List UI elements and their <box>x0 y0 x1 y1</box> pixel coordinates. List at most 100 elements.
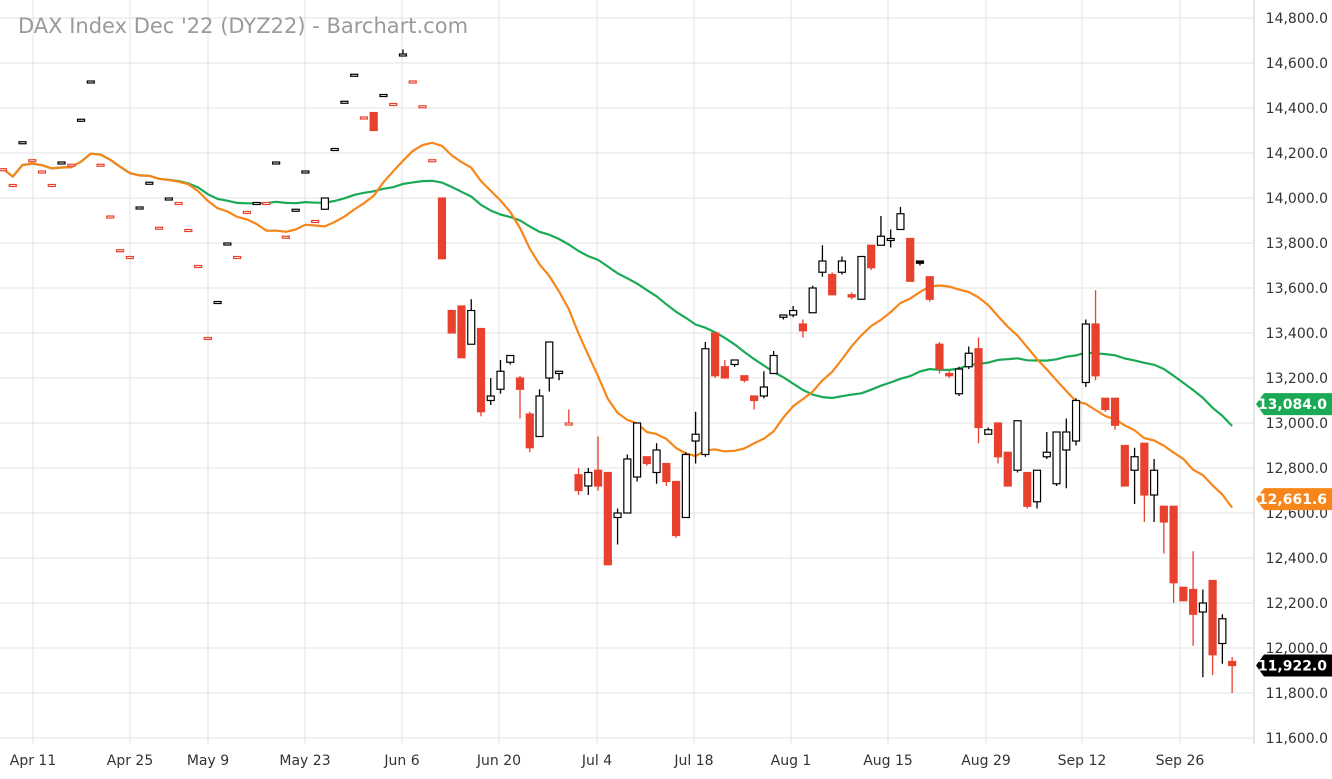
candle <box>1189 551 1198 646</box>
candle-body <box>18 141 27 145</box>
candle <box>964 346 973 369</box>
candle-body <box>808 287 817 314</box>
candle <box>847 292 856 300</box>
candle-body <box>935 343 944 370</box>
x-tick-label: Aug 29 <box>961 753 1011 769</box>
candle-body <box>984 429 993 435</box>
candle <box>915 260 925 266</box>
candle <box>281 235 290 239</box>
y-tick-label: 12,200.0 <box>1266 596 1328 612</box>
candle-body <box>701 348 710 456</box>
last-value-tag: 12,661.6 <box>1256 488 1332 511</box>
candle-body <box>1169 505 1178 584</box>
candle-body <box>86 80 95 84</box>
candle-body <box>574 474 583 492</box>
y-tick-label: 13,800.0 <box>1266 236 1328 252</box>
candle <box>291 208 300 212</box>
candle-body <box>584 471 593 487</box>
candle <box>593 436 603 491</box>
candle <box>525 411 534 453</box>
y-tick-label: 14,200.0 <box>1266 146 1328 162</box>
last-value-tag-bg <box>1256 393 1332 416</box>
candle-body <box>1071 399 1081 442</box>
last-value-tag: 13,084.0 <box>1256 393 1332 416</box>
candle-body <box>545 341 554 379</box>
candle <box>57 161 66 165</box>
candle-body <box>798 323 808 332</box>
candle <box>896 207 905 231</box>
candle-body <box>223 242 232 246</box>
candle <box>545 341 554 392</box>
x-tick-label: Apr 11 <box>10 753 56 769</box>
candle <box>769 351 778 375</box>
candle-body <box>184 228 193 233</box>
candle <box>164 197 173 201</box>
candle-body <box>115 249 125 253</box>
candle <box>837 256 847 275</box>
candle-body <box>789 309 798 316</box>
candle-body <box>28 159 37 163</box>
candle <box>1159 505 1168 554</box>
candle-body <box>418 105 427 109</box>
candle-body <box>730 359 739 366</box>
candle-body <box>1032 469 1042 503</box>
candle <box>145 181 154 185</box>
candle-body <box>896 213 905 231</box>
candle <box>1023 471 1032 509</box>
candle-body <box>759 386 768 397</box>
candle <box>554 370 564 381</box>
candle-body <box>467 309 476 345</box>
candle <box>398 49 408 57</box>
candle <box>320 197 330 210</box>
candle-body <box>691 433 700 442</box>
candle-body <box>1023 471 1032 507</box>
candle <box>1081 319 1090 387</box>
candle <box>798 319 808 338</box>
last-value-tag-label: 11,922.0 <box>1258 659 1327 675</box>
candle-body <box>1003 451 1012 487</box>
candle <box>115 249 125 253</box>
candle <box>984 427 993 435</box>
candle <box>1218 614 1227 664</box>
moving-averages <box>2 141 1233 509</box>
candle-body <box>67 163 76 167</box>
candle <box>584 468 593 495</box>
candle-body <box>1091 323 1100 377</box>
candle-body <box>1013 420 1022 471</box>
candle <box>759 371 768 399</box>
candle <box>857 255 866 300</box>
y-tick-label: 13,200.0 <box>1266 371 1328 387</box>
candle-body <box>779 314 788 318</box>
candle <box>379 93 388 98</box>
candle <box>272 161 281 165</box>
candle-body <box>1218 618 1227 645</box>
y-tick-label: 11,600.0 <box>1266 731 1328 747</box>
candle <box>613 508 622 545</box>
candle-body <box>603 471 612 566</box>
candle-body <box>867 244 876 269</box>
candle-body <box>194 264 203 269</box>
candle-body <box>1228 660 1237 667</box>
candle <box>28 159 37 163</box>
candle-body <box>1140 442 1149 496</box>
candle-body <box>711 332 720 377</box>
candle <box>37 170 47 174</box>
candle <box>750 395 759 410</box>
candle-body <box>506 354 515 363</box>
candle-body <box>964 352 973 368</box>
candle <box>876 216 886 246</box>
x-tick-label: Apr 25 <box>107 753 153 769</box>
candle <box>886 229 895 248</box>
candle <box>993 422 1003 464</box>
candle <box>67 163 76 167</box>
candle-body <box>408 80 417 84</box>
candle-body <box>437 197 447 260</box>
candle-body <box>662 462 671 483</box>
candle <box>535 389 544 438</box>
candle <box>1228 657 1237 693</box>
candle-body <box>925 276 934 300</box>
last-value-tag-label: 13,084.0 <box>1258 397 1327 413</box>
candle <box>642 456 651 466</box>
